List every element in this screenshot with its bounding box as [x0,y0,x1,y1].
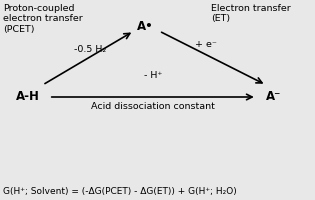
Text: A•: A• [136,20,153,32]
Text: A-H: A-H [16,90,40,102]
Text: + e⁻: + e⁻ [195,40,217,49]
Text: Acid dissociation constant: Acid dissociation constant [91,102,215,111]
Text: -0.5 H₂: -0.5 H₂ [74,45,106,54]
Text: A⁻: A⁻ [266,90,282,102]
Text: - H⁺: - H⁺ [144,71,162,80]
Text: Proton-coupled
electron transfer
(PCET): Proton-coupled electron transfer (PCET) [3,4,83,34]
Text: Electron transfer
(ET): Electron transfer (ET) [211,4,291,23]
Text: G(H⁺; Solvent) = (-ΔG(PCET) - ΔG(ET)) + G(H⁺; H₂O): G(H⁺; Solvent) = (-ΔG(PCET) - ΔG(ET)) + … [3,187,237,196]
